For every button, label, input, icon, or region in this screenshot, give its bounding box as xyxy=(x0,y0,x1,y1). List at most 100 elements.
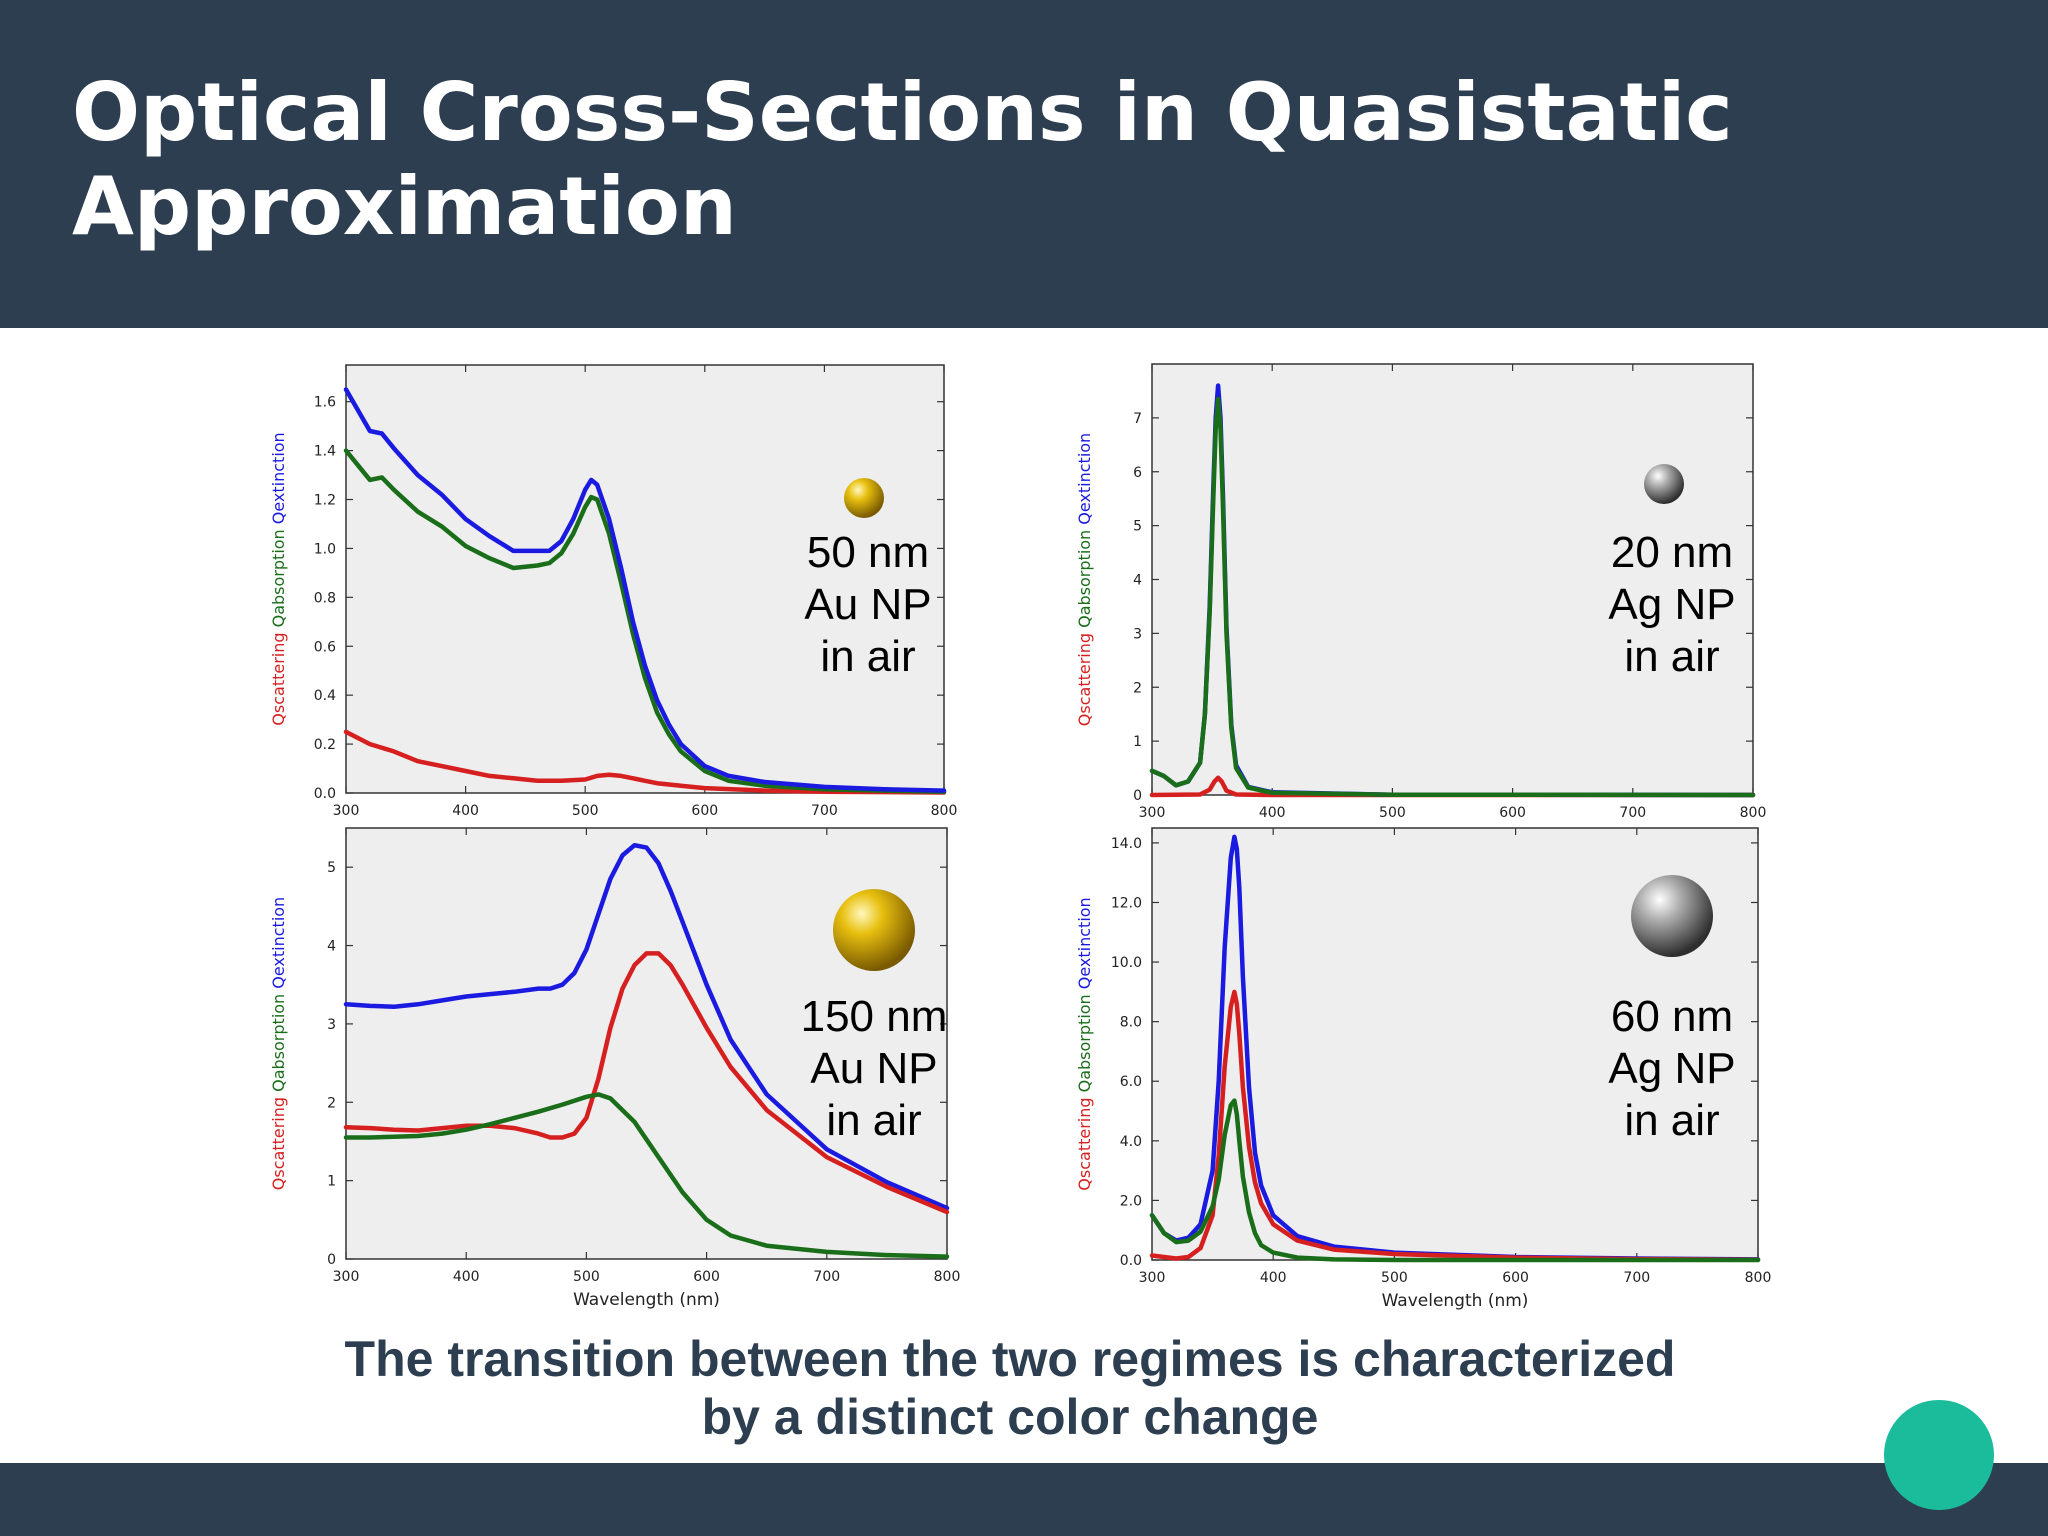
plot-area xyxy=(1151,363,1754,796)
annotation-line: in air xyxy=(1624,1096,1719,1145)
nanoparticle-icon xyxy=(1644,464,1684,504)
x-tick-label: 500 xyxy=(572,803,599,819)
y-tick-label: 5 xyxy=(1133,519,1142,535)
annotation-line: in air xyxy=(826,1096,921,1145)
slide-title: Optical Cross-Sections in Quasistatic Ap… xyxy=(72,66,1733,253)
series-line-3 xyxy=(343,1092,950,1259)
y-tick-label: 1 xyxy=(1133,734,1142,750)
y-tick-label: 1.6 xyxy=(314,395,336,411)
annotation: 60 nm Ag NP in air xyxy=(1608,992,1735,1145)
x-tick-label: 500 xyxy=(1379,805,1406,821)
footer-bar xyxy=(0,1463,2048,1536)
x-tick-label: 700 xyxy=(1623,1270,1650,1286)
series-line-3 xyxy=(1149,1098,1761,1263)
nanoparticle-icon xyxy=(833,889,915,971)
caption-line-2: by a distinct color change xyxy=(701,1389,1319,1445)
title-bar xyxy=(0,0,2048,328)
y-axis-label: Qscattering Qabsorption Qextinction xyxy=(269,897,288,1190)
y-axis-label-part: Qextinction xyxy=(269,897,288,994)
annotation-line: 50 nm xyxy=(807,528,929,577)
series-line-2 xyxy=(343,448,947,795)
x-tick-label: 700 xyxy=(813,1269,840,1285)
annotation-line: in air xyxy=(1624,632,1719,681)
chart-panel-1: 300 400 500 600 700 800 0.0 0.2 0.4 0.6 0.8 1.0 1.2 1… xyxy=(269,364,957,819)
x-tick-label: 800 xyxy=(934,1269,961,1285)
y-tick-label: 2 xyxy=(1133,680,1142,696)
series-line-3 xyxy=(343,387,947,793)
slide-caption: The transition between the two regimes i… xyxy=(200,1330,1820,1446)
accent-dot xyxy=(1884,1400,1994,1510)
y-tick-label: 2.0 xyxy=(1120,1193,1142,1209)
x-tick-label: 300 xyxy=(1139,805,1166,821)
y-tick-label: 8.0 xyxy=(1120,1015,1142,1031)
x-tick-label: 600 xyxy=(693,1269,720,1285)
chart-panel-4: 300 400 500 600 700 800 0.0 2.0 4.0 6.0 8.0 10.0 12.… xyxy=(1075,827,1771,1311)
plot-area xyxy=(345,364,945,794)
y-tick-label: 0.2 xyxy=(314,737,336,753)
y-axis-label-part: Qscattering xyxy=(1075,1097,1094,1190)
y-tick-label: 6 xyxy=(1133,465,1142,481)
series-line-1 xyxy=(343,729,947,795)
x-tick-label: 500 xyxy=(573,1269,600,1285)
y-tick-label: 1 xyxy=(327,1174,336,1190)
y-axis-label: Qscattering Qabsorption Qextinction xyxy=(1075,897,1094,1190)
series-group xyxy=(1149,834,1761,1263)
y-axis-label-part: Qabsorption xyxy=(269,529,288,632)
annotation: 20 nm Ag NP in air xyxy=(1608,528,1735,681)
annotation: 150 nm Au NP in air xyxy=(801,992,948,1145)
series-group xyxy=(343,387,947,795)
y-tick-label: 1.4 xyxy=(314,444,336,460)
x-tick-label: 400 xyxy=(452,803,479,819)
series-group xyxy=(1149,383,1756,798)
y-axis-label-part: Qabsorption xyxy=(269,994,288,1097)
y-tick-label: 1.0 xyxy=(314,541,336,557)
y-axis-label-part: Qextinction xyxy=(1075,897,1094,994)
y-axis-label: Qscattering Qabsorption Qextinction xyxy=(1075,433,1094,726)
x-tick-label: 800 xyxy=(1740,805,1767,821)
y-tick-label: 0.8 xyxy=(314,590,336,606)
figure-grid: 300 400 500 600 700 8000.00.20.40.60.81.01.21… xyxy=(269,363,1771,1311)
y-axis-label-part: Qabsorption xyxy=(1075,530,1094,633)
chart-panel-2: 300 400 500 600 700 800 0 1 2 3 4 5 6 7 Qscattering Qa… xyxy=(1075,363,1767,821)
x-tick-label: 400 xyxy=(453,1269,480,1285)
annotation-line: Ag NP xyxy=(1608,1044,1735,1093)
y-axis-label-part: Qscattering xyxy=(269,632,288,725)
y-axis-label: Qscattering Qabsorption Qextinction xyxy=(269,432,288,725)
annotation-line: Au NP xyxy=(804,580,931,629)
annotation-line: 60 nm xyxy=(1611,992,1733,1041)
chart-panel-3: 300 400 500 600 700 800 0 1 2 3 4 5 Qscattering Qabs… xyxy=(269,827,961,1310)
annotation: 50 nm Au NP in air xyxy=(804,528,931,681)
y-tick-label: 10.0 xyxy=(1111,955,1142,971)
y-tick-label: 0.6 xyxy=(314,639,336,655)
y-tick-label: 7 xyxy=(1133,411,1142,427)
annotation-line: in air xyxy=(820,632,915,681)
y-axis-label-part: Qscattering xyxy=(1075,633,1094,726)
y-tick-label: 3 xyxy=(1133,626,1142,642)
x-tick-label: 500 xyxy=(1381,1270,1408,1286)
x-tick-label: 400 xyxy=(1260,1270,1287,1286)
y-tick-label: 5 xyxy=(327,860,336,876)
series-line-1 xyxy=(1149,834,1761,1262)
y-tick-label: 4.0 xyxy=(1120,1134,1142,1150)
series-line-2 xyxy=(1149,989,1761,1262)
y-tick-label: 0.0 xyxy=(1120,1253,1142,1269)
series-line-2 xyxy=(343,951,950,1215)
y-tick-label: 12.0 xyxy=(1111,895,1142,911)
nanoparticle-icon xyxy=(1631,875,1713,957)
series-group xyxy=(343,842,950,1259)
x-tick-label: 300 xyxy=(1139,1270,1166,1286)
y-tick-label: 0 xyxy=(327,1252,336,1268)
annotation-line: Ag NP xyxy=(1608,580,1735,629)
annotation-line: 150 nm xyxy=(801,992,948,1041)
y-tick-label: 1.2 xyxy=(314,493,336,509)
y-tick-label: 2 xyxy=(327,1095,336,1111)
y-tick-label: 6.0 xyxy=(1120,1074,1142,1090)
x-axis-label: Wavelength (nm) xyxy=(1382,1291,1529,1311)
y-tick-label: 3 xyxy=(327,1017,336,1033)
annotation-line: 20 nm xyxy=(1611,528,1733,577)
y-tick-label: 0.0 xyxy=(314,786,336,802)
series-line-1 xyxy=(1149,775,1756,798)
y-axis-label-part: Qextinction xyxy=(269,432,288,529)
y-axis-label-part: Qabsorption xyxy=(1075,994,1094,1097)
y-tick-label: 0 xyxy=(1133,788,1142,804)
